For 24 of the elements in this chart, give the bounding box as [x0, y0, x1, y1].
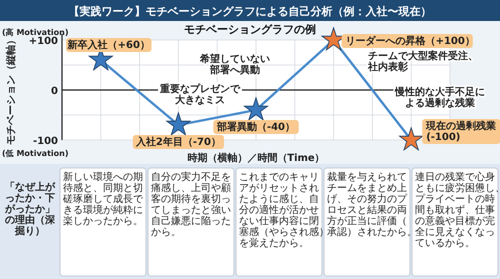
- point: [244, 97, 268, 120]
- data-label: リーダーへの昇格（+100）: [346, 35, 475, 47]
- annotation: チームで大型案件受注、社内表彰: [367, 50, 478, 73]
- y-tick-label: 0: [51, 86, 58, 97]
- point: [399, 127, 424, 150]
- data-label: 現在の過剰残業 (-100): [425, 120, 496, 143]
- y-tick-label: +100: [28, 36, 58, 47]
- text: 自分の実力不足を痛感し、上司や顧客の期待を裏切ってしまったと強い自己嫌悪に陥ったから。: [151, 171, 231, 238]
- text: (高 Motivation): [2, 27, 68, 37]
- y-axis-title: モチベーション（縦軸）: [5, 35, 17, 145]
- x-axis-title: 時期（横軸）／時間（Time）: [187, 152, 325, 164]
- chart-subtitle: モチベーショングラフの例: [184, 23, 316, 36]
- text: 「なぜ上がったか・下がったか」の理由（深掘り）: [4, 181, 56, 237]
- annotation: 希望していない部署へ異動: [199, 53, 270, 76]
- text: 新しい環境への期待感と、同期と切磋琢磨して成長できる環境が純粋に楽しかったから。: [62, 171, 144, 227]
- data-label: 入社2年目（-70）: [134, 136, 221, 148]
- data-label: 新卒入社（+60）: [66, 39, 150, 51]
- data-label: 部署異動（-40）: [216, 121, 296, 133]
- annotation: 重要なプレゼンで大きなミス: [159, 83, 241, 106]
- y-tick-label: -100: [32, 136, 58, 147]
- text: (低 Motivation): [2, 149, 68, 158]
- point: [166, 112, 191, 136]
- chart-title: 【実践ワーク】モチベーショングラフによる自己分析（例：入社〜現在）: [68, 5, 432, 18]
- text: 連日の残業で心身ともに疲労困憊し、プライベートの時間も取れず、仕事の意義や目標が完全に見えなくなっているから。: [415, 171, 500, 249]
